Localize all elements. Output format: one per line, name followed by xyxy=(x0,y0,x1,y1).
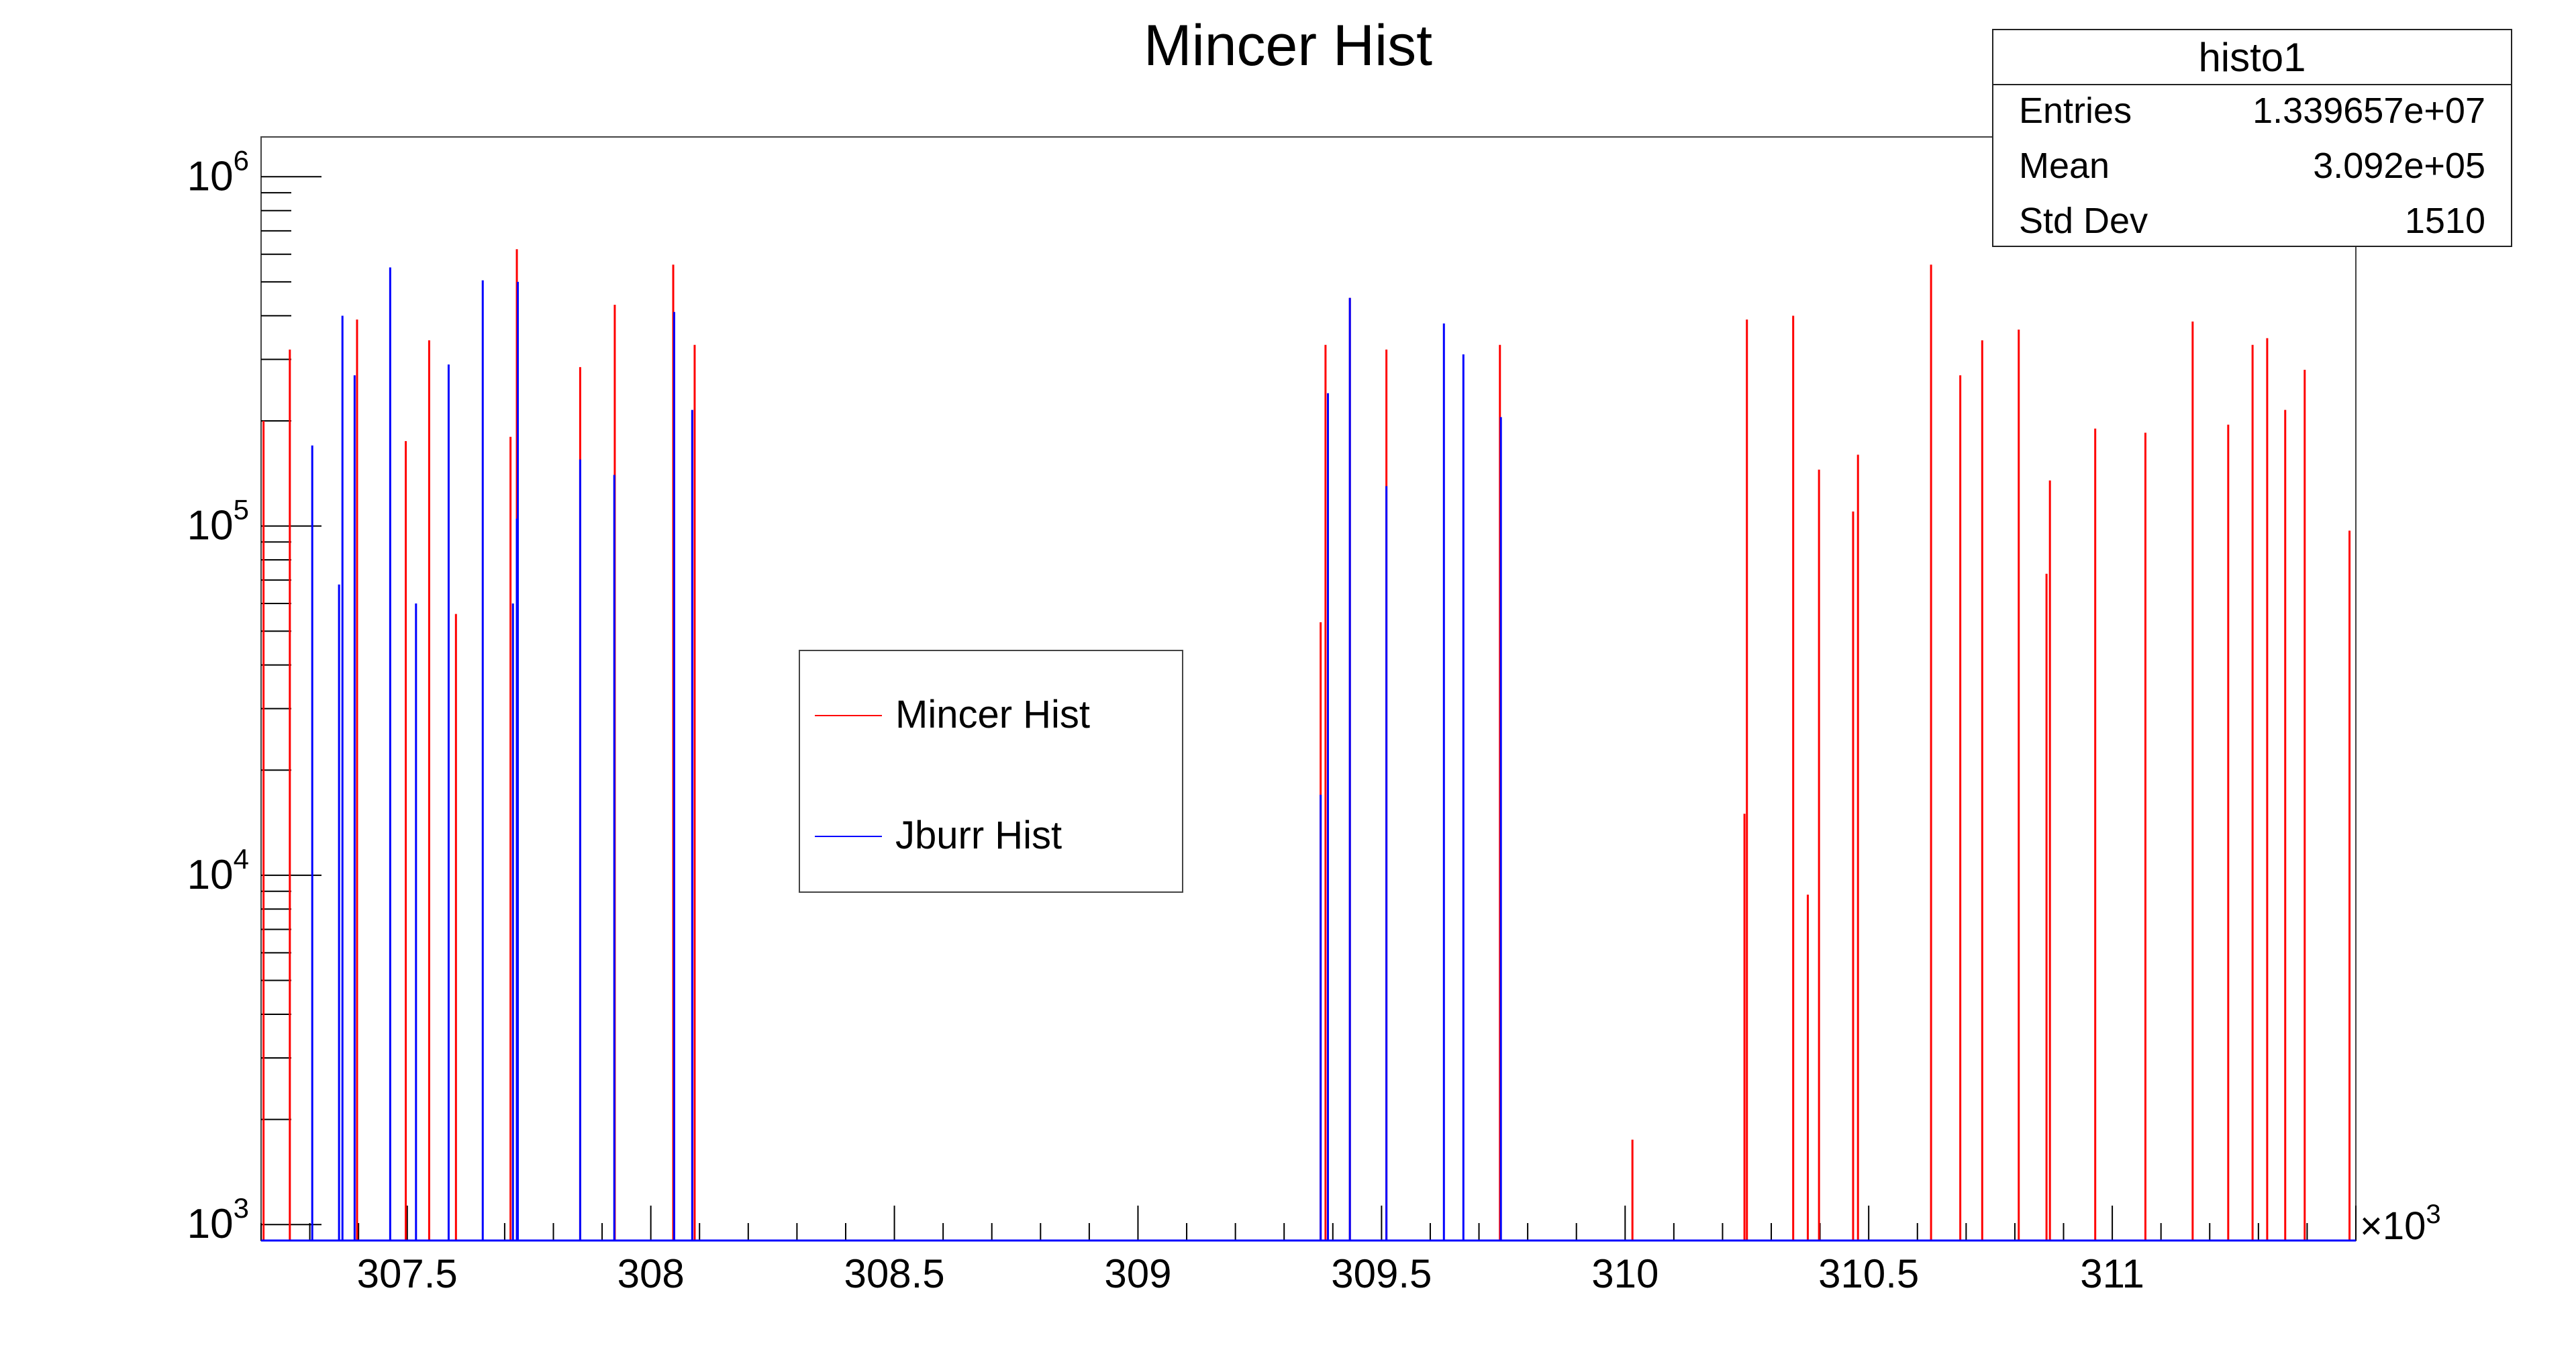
legend: Mincer Hist Jburr Hist xyxy=(799,650,1183,893)
stats-row-entries: Entries 1.339657e+07 xyxy=(2019,84,2485,138)
y-tick-base: 10 xyxy=(187,1201,234,1247)
stats-label: Mean xyxy=(2019,146,2110,186)
plot-frame xyxy=(260,136,2357,1241)
x-tick-label: 310 xyxy=(1591,1251,1658,1296)
x-axis-ticks xyxy=(260,1206,2357,1241)
legend-label: Mincer Hist xyxy=(895,693,1091,736)
legend-swatch xyxy=(815,715,882,716)
x-tick-label: 308.5 xyxy=(844,1251,944,1296)
legend-label: Jburr Hist xyxy=(895,814,1062,857)
legend-swatch xyxy=(815,836,882,837)
x-tick-label: 311 xyxy=(2080,1251,2144,1296)
stats-label: Std Dev xyxy=(2019,201,2148,241)
legend-item-mincer: Mincer Hist xyxy=(800,688,1182,742)
x-scale-label: ×10 xyxy=(2360,1204,2426,1248)
y-tick-exponent: 4 xyxy=(234,843,249,875)
stats-box: histo1 Entries 1.339657e+07 Mean 3.092e+… xyxy=(1992,29,2512,247)
x-tick-label: 310.5 xyxy=(1818,1251,1919,1296)
stats-row-std-dev: Std Dev 1510 xyxy=(2019,194,2485,248)
y-tick-label: 103 xyxy=(187,1192,249,1247)
stats-value: 1.339657e+07 xyxy=(2252,91,2485,131)
y-tick-base: 10 xyxy=(187,503,234,549)
stats-label: Entries xyxy=(2019,91,2132,131)
stats-value: 3.092e+05 xyxy=(2313,146,2485,186)
y-tick-base: 10 xyxy=(187,153,234,199)
x-scale-factor: ×103 xyxy=(2360,1200,2441,1248)
x-tick-label: 309 xyxy=(1104,1251,1171,1296)
x-tick-label: 308 xyxy=(617,1251,685,1296)
histogram-bars xyxy=(262,249,2351,1241)
y-tick-exponent: 5 xyxy=(234,494,249,526)
stats-title: histo1 xyxy=(1993,30,2511,85)
stats-value: 1510 xyxy=(2404,201,2485,241)
chart-title: Mincer Hist xyxy=(1143,13,1433,78)
x-axis-labels: 307.5 308 308.5 309 309.5 310 310.5 311 xyxy=(357,1251,2144,1296)
x-tick-label: 307.5 xyxy=(357,1251,458,1296)
stats-row-mean: Mean 3.092e+05 xyxy=(2019,139,2485,193)
y-tick-label: 106 xyxy=(187,144,249,199)
y-tick-label: 104 xyxy=(187,843,249,898)
y-tick-base: 10 xyxy=(187,852,234,898)
x-scale-exponent: 3 xyxy=(2426,1200,2440,1229)
x-tick-label: 309.5 xyxy=(1331,1251,1432,1296)
y-tick-exponent: 6 xyxy=(234,144,249,176)
y-tick-exponent: 3 xyxy=(234,1192,249,1224)
legend-item-jburr: Jburr Hist xyxy=(800,809,1182,863)
y-tick-label: 105 xyxy=(187,494,249,549)
